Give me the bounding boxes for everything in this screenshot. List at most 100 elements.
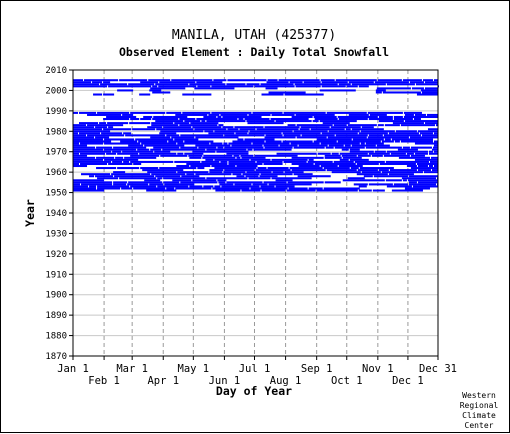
snowfall-record-segment — [238, 118, 244, 121]
snowfall-record-segment — [295, 85, 321, 88]
snowfall-record-segment — [413, 118, 421, 121]
snowfall-record-segment — [139, 152, 177, 155]
snowfall-record-segment — [195, 144, 231, 147]
snowfall-record-segment — [163, 181, 180, 184]
snowfall-record-segment — [232, 140, 265, 143]
y-tick-label: 1900 — [45, 291, 67, 301]
snowfall-record-segment — [298, 144, 328, 147]
snowfall-record-segment — [429, 160, 438, 163]
snowfall-record-segment — [214, 130, 249, 133]
snowfall-record-segment — [81, 173, 111, 176]
snowfall-record-segment — [299, 128, 310, 131]
snowfall-record-segment — [117, 89, 134, 92]
y-tick-label: 1960 — [45, 168, 67, 178]
snowfall-record-segment — [133, 187, 166, 190]
snowfall-record-segment — [192, 126, 222, 129]
snowfall-record-segment — [321, 81, 348, 84]
snowfall-record-segment — [260, 185, 275, 188]
snowfall-record-segment — [433, 132, 438, 135]
snowfall-record-segment — [137, 148, 150, 151]
snowfall-record-segment — [389, 169, 417, 172]
snowfall-record-segment — [295, 113, 335, 116]
snowfall-record-segment — [252, 183, 268, 186]
snowfall-record-segment — [119, 79, 148, 82]
snowfall-record-segment — [163, 177, 206, 180]
snowfall-record-segment — [172, 179, 192, 182]
snowfall-record-segment — [87, 134, 125, 137]
x-tick-label: Apr 1 — [147, 375, 179, 387]
snowfall-record-segment — [206, 148, 247, 151]
snowfall-record-segment — [406, 164, 417, 168]
snowfall-record-segment — [291, 115, 313, 119]
snowfall-record-segment — [246, 120, 275, 123]
snowfall-record-segment — [104, 148, 137, 151]
snowfall-record-segment — [73, 150, 112, 153]
snowfall-record-segment — [221, 185, 260, 188]
snowfall-record-segment — [163, 126, 192, 129]
snowfall-record-segment — [239, 128, 256, 131]
snowfall-record-segment — [410, 154, 425, 157]
snowfall-record-segment — [180, 134, 224, 137]
snowfall-record-segment — [210, 142, 223, 145]
snowfall-record-segment — [227, 79, 267, 82]
snowfall-record-segment — [203, 115, 217, 119]
snowfall-record-segment — [377, 79, 402, 82]
snowfall-record-segment — [147, 171, 177, 174]
snowfall-record-segment — [218, 124, 224, 127]
snowfall-record-segment — [156, 128, 194, 131]
snowfall-record-segment — [214, 167, 257, 170]
snowfall-record-segment — [409, 81, 424, 84]
snowfall-record-segment — [333, 160, 354, 163]
snowfall-record-segment — [271, 158, 308, 161]
snowfall-record-segment — [130, 160, 174, 163]
snowfall-record-segment — [73, 187, 97, 190]
snowfall-record-segment — [119, 177, 157, 180]
snowfall-record-segment — [403, 115, 438, 119]
snowfall-record-segment — [433, 140, 438, 143]
snowfall-record-segment — [314, 118, 338, 121]
snowfall-record-segment — [223, 142, 228, 145]
snowfall-record-segment — [113, 171, 126, 174]
snowfall-record-segment — [177, 171, 209, 174]
snowfall-record-segment — [403, 111, 422, 114]
snowfall-record-segment — [222, 126, 234, 129]
x-tick-label: Jun 1 — [209, 375, 241, 387]
snowfall-record-segment — [415, 83, 438, 86]
snowfall-record-segment — [320, 79, 335, 82]
snowfall-record-segment — [383, 154, 410, 157]
snowfall-record-segment — [357, 154, 371, 157]
snowfall-record-segment — [264, 146, 293, 149]
snowfall-record-segment — [404, 120, 438, 123]
snowfall-record-segment — [73, 130, 111, 133]
snowfall-record-segment — [342, 156, 362, 159]
snowfall-record-segment — [80, 152, 106, 155]
snowfall-record-segment — [148, 79, 171, 82]
snowfall-record-segment — [171, 136, 195, 139]
y-tick-label: 1980 — [45, 127, 67, 137]
snowfall-record-segment — [401, 177, 436, 180]
snowfall-record-segment — [404, 113, 414, 116]
snowfall-record-segment — [428, 152, 438, 155]
snowfall-record-segment — [430, 156, 438, 159]
y-tick-label: 1880 — [45, 332, 67, 342]
snowfall-record-segment — [327, 136, 367, 139]
snowfall-record-segment — [155, 175, 181, 178]
snowfall-record-segment — [73, 158, 104, 161]
snowfall-record-segment — [97, 111, 130, 114]
snowfall-record-segment — [402, 146, 410, 149]
snowfall-record-segment — [104, 142, 141, 145]
snowfall-record-segment — [177, 152, 184, 155]
y-tick-label: 1930 — [45, 229, 67, 239]
snowfall-record-segment — [152, 91, 171, 94]
y-axis-label: Year — [23, 199, 37, 227]
x-tick-label: Sep 1 — [301, 363, 333, 375]
snowfall-record-segment — [130, 111, 166, 114]
x-tick-label: Mar 1 — [116, 363, 148, 375]
snowfall-record-segment — [99, 122, 107, 125]
snowfall-record-segment — [341, 154, 357, 157]
snowfall-record-segment — [275, 120, 312, 123]
snowfall-record-segment — [372, 189, 385, 192]
snowfall-record-segment — [125, 134, 166, 137]
snowfall-record-segment — [201, 120, 206, 123]
snowfall-record-segment — [130, 154, 160, 157]
